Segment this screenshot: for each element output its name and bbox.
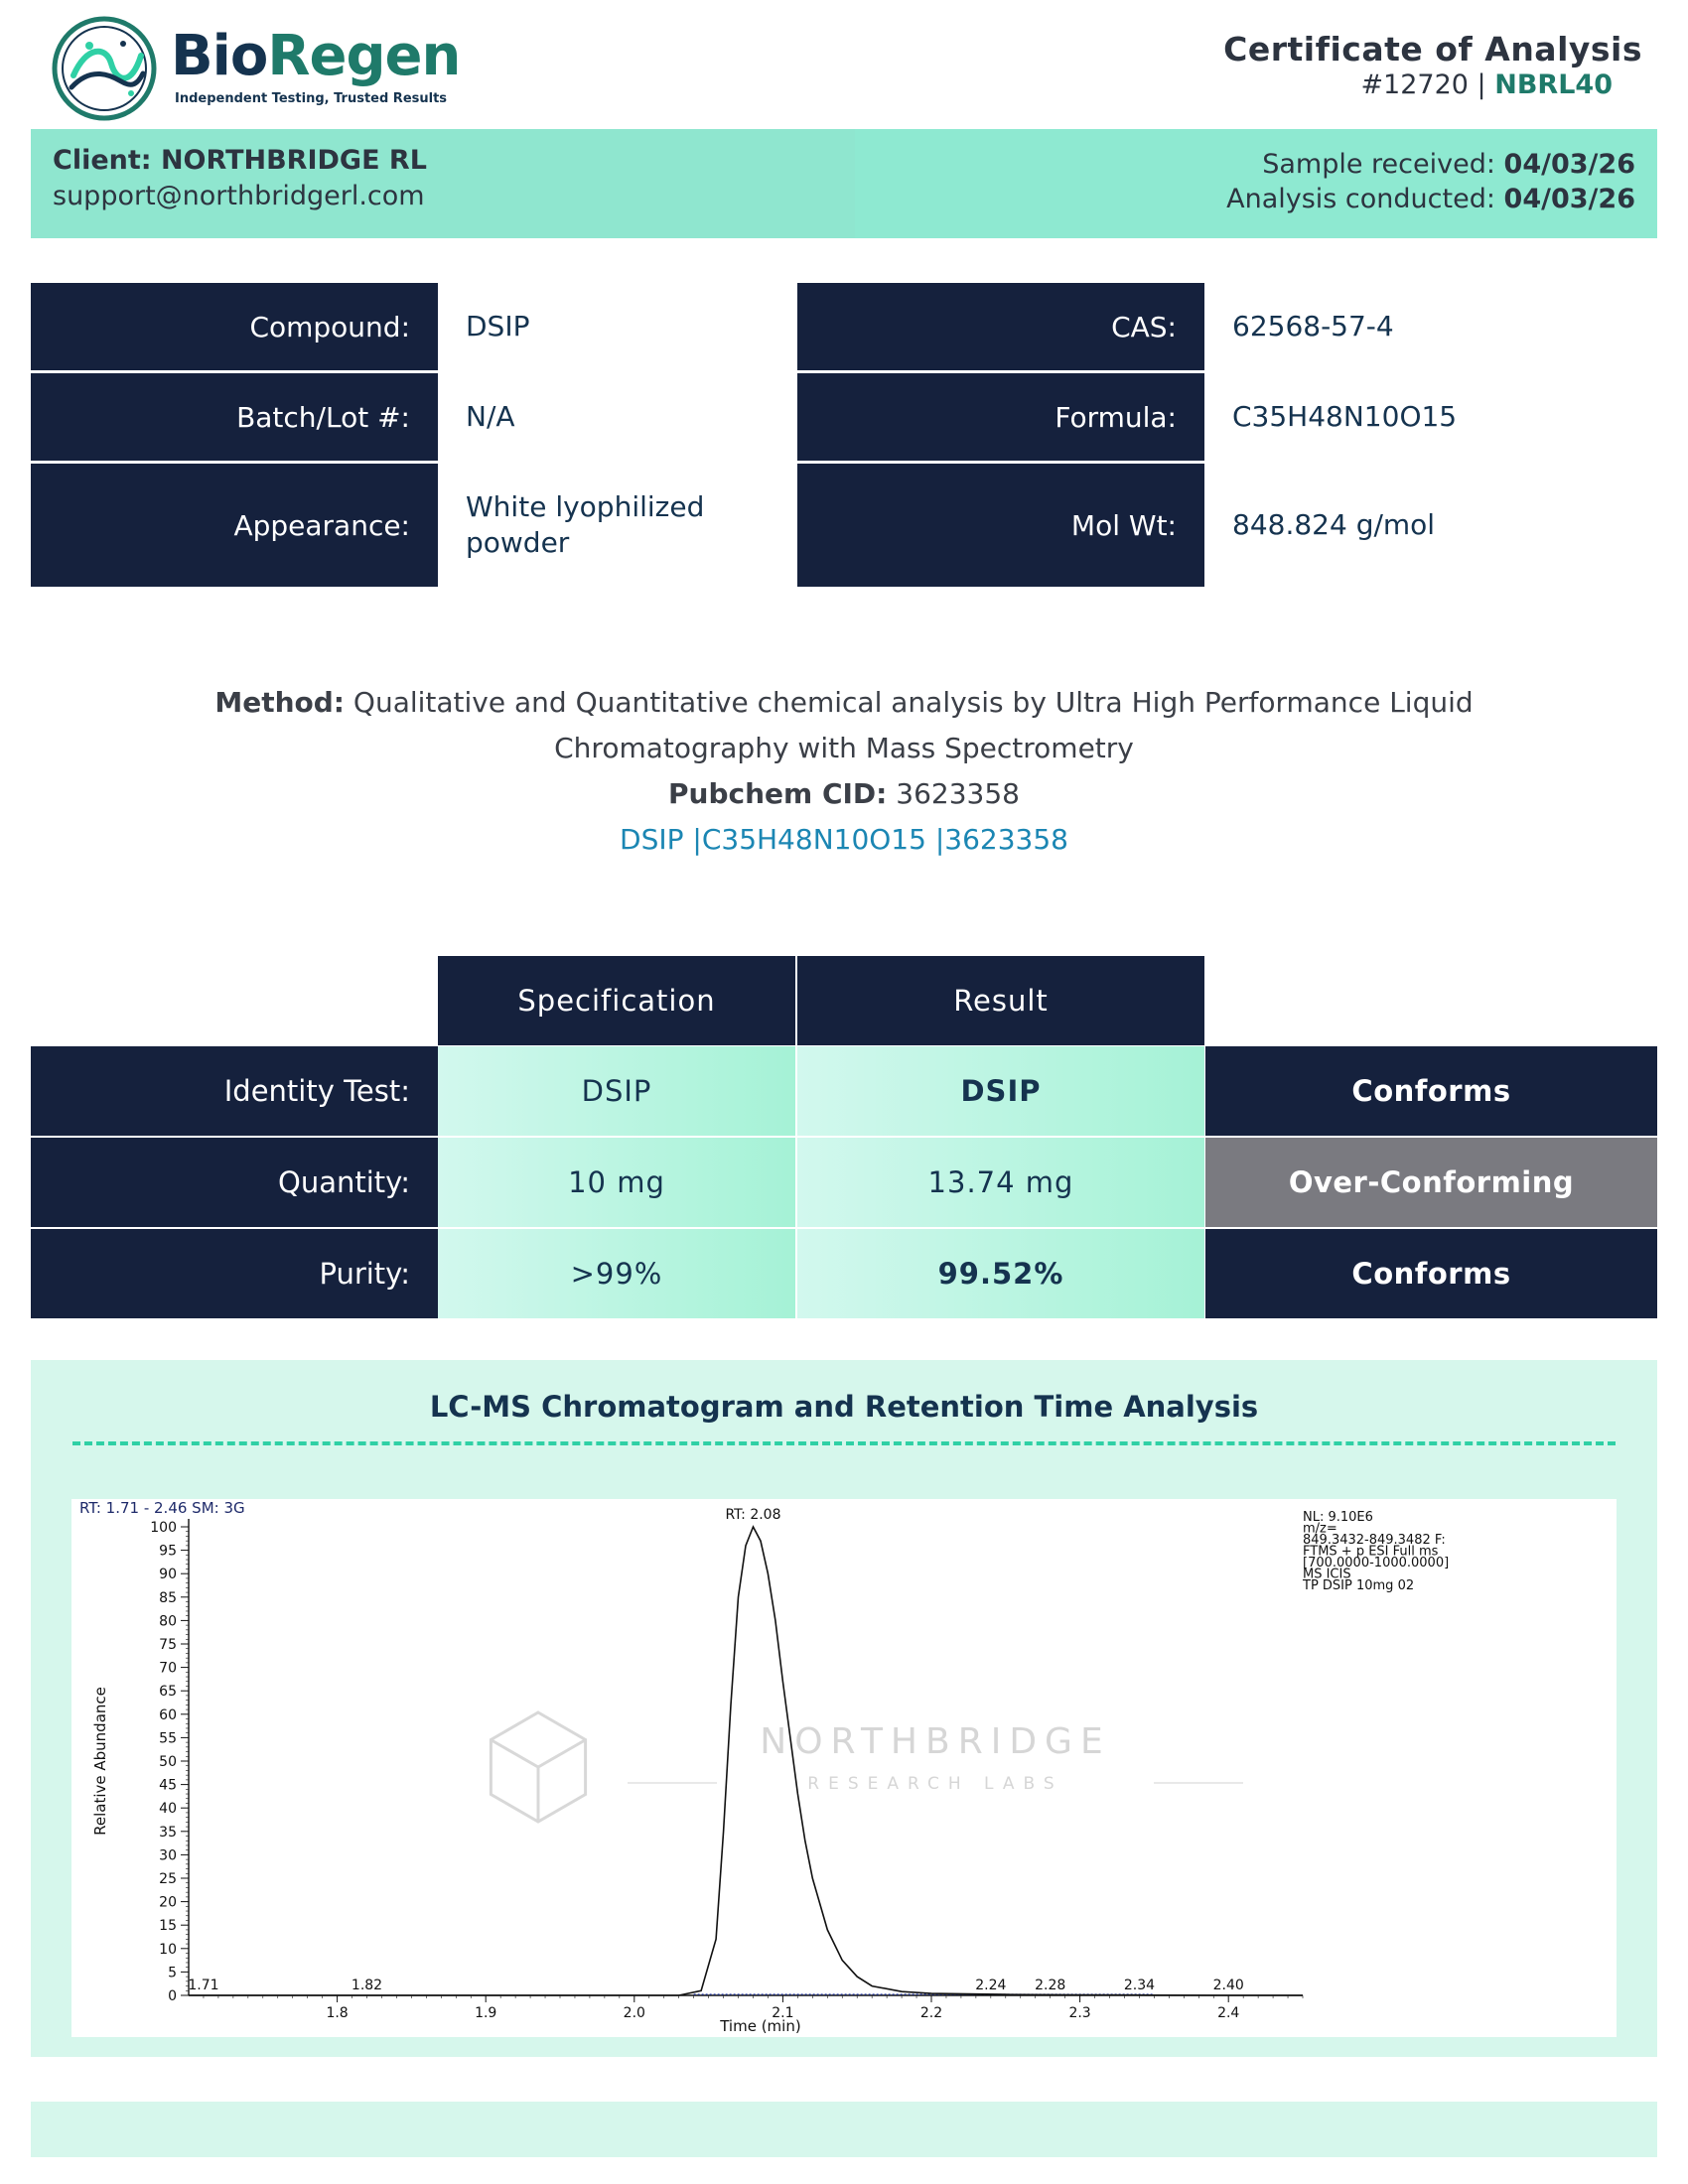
brand-logo: BioRegen Independent Testing, Trusted Re… — [52, 16, 518, 125]
x-tick-label: 2.2 — [920, 2005, 942, 2021]
peak-annotation: 2.24 — [975, 1978, 1006, 1993]
certificate-number: #12720 | NBRL40 — [1360, 69, 1613, 100]
method-line-2: Chromatography with Mass Spectrometry — [554, 732, 1134, 764]
analysis-conducted: Analysis conducted: 04/03/26 — [1226, 184, 1635, 214]
appearance-label: Appearance: — [31, 464, 438, 587]
y-tick-label: 60 — [159, 1707, 177, 1723]
client-name: Client: NORTHBRIDGE RL — [53, 145, 427, 176]
purity-label: Purity: — [31, 1229, 438, 1318]
y-tick-label: 0 — [168, 1988, 177, 2004]
purity-spec: >99% — [438, 1229, 795, 1318]
formula-value: C35H48N10O15 — [1204, 373, 1651, 461]
purity-result: 99.52% — [797, 1229, 1204, 1318]
chromatogram-plot: NORTHBRIDGE RESEARCH LABS RT: 1.71 - 2.46 … — [71, 1499, 1617, 2037]
divider — [72, 1441, 1616, 1445]
x-tick-label: 2.4 — [1217, 2005, 1239, 2021]
x-tick-label: 2.0 — [624, 2005, 645, 2021]
identity-spec: DSIP — [438, 1046, 795, 1136]
y-tick-label: 90 — [159, 1567, 177, 1582]
chart-info-line: 849.3432-849.3482 F: — [1303, 1533, 1446, 1548]
identity-status: Conforms — [1205, 1046, 1657, 1136]
molwt-label: Mol Wt: — [797, 464, 1204, 587]
biorgen-logo-icon — [52, 16, 157, 121]
client-band: Client: NORTHBRIDGE RL support@northbrid… — [31, 129, 1657, 238]
client-email: support@northbridgerl.com — [53, 181, 425, 211]
y-tick-label: 100 — [150, 1520, 177, 1536]
watermark-title: NORTHBRIDGE — [760, 1721, 1110, 1762]
brand-tagline: Independent Testing, Trusted Results — [175, 91, 448, 106]
y-tick-label: 55 — [159, 1730, 177, 1746]
y-tick-label: 80 — [159, 1613, 177, 1629]
chart-info-line: MS ICIS — [1303, 1568, 1351, 1582]
peak-label: RT: 2.08 — [725, 1507, 780, 1523]
watermark-subtitle: RESEARCH LABS — [807, 1774, 1062, 1794]
y-tick-label: 85 — [159, 1590, 177, 1606]
peak-annotation: 1.71 — [188, 1978, 218, 1993]
y-tick-label: 15 — [159, 1918, 177, 1934]
appearance-value: White lyophilized powder — [438, 464, 766, 587]
y-tick-label: 45 — [159, 1778, 177, 1794]
result-header: Result — [797, 956, 1204, 1045]
batch-value: N/A — [438, 373, 795, 461]
chart-info-line: m/z= — [1303, 1522, 1337, 1537]
x-tick-label: 2.3 — [1068, 2005, 1090, 2021]
compound-value: DSIP — [438, 283, 795, 370]
y-tick-label: 65 — [159, 1684, 177, 1700]
peak-annotation: 2.28 — [1035, 1978, 1065, 1993]
method-section: Method: Qualitative and Quantitative che… — [99, 680, 1589, 863]
chart-header-left: RT: 1.71 - 2.46 SM: 3G — [79, 1499, 245, 1517]
y-tick-label: 30 — [159, 1847, 177, 1863]
identity-result: DSIP — [797, 1046, 1204, 1136]
chromatogram-trace — [189, 1525, 1303, 1996]
quantity-result: 13.74 mg — [797, 1138, 1204, 1227]
purity-status: Conforms — [1205, 1229, 1657, 1318]
cube-edge — [491, 1738, 586, 1769]
cas-value: 62568-57-4 — [1204, 283, 1651, 370]
y-tick-label: 10 — [159, 1942, 177, 1958]
chart-info-line: NL: 9.10E6 — [1303, 1510, 1373, 1525]
peak-annotation: 2.40 — [1213, 1978, 1244, 1993]
y-tick-label: 70 — [159, 1661, 177, 1677]
cas-label: CAS: — [797, 283, 1204, 370]
x-tick-label: 2.1 — [772, 2005, 793, 2021]
brand-name: BioRegen — [171, 24, 461, 88]
peak-annotation: 1.82 — [352, 1978, 382, 1993]
y-tick-label: 5 — [168, 1965, 177, 1980]
peak-annotation: 2.34 — [1124, 1978, 1155, 1993]
formula-label: Formula: — [797, 373, 1204, 461]
x-axis-label: Time (min) — [719, 2017, 800, 2035]
y-tick-label: 95 — [159, 1544, 177, 1560]
pubchem-link[interactable]: DSIP |C35H48N10O15 |3623358 — [620, 823, 1068, 856]
header: BioRegen Independent Testing, Trusted Re… — [0, 0, 1688, 129]
chromatogram-chart: NORTHBRIDGE RESEARCH LABS RT: 1.71 - 2.46 … — [79, 1499, 1449, 2035]
sample-received: Sample received: 04/03/26 — [1262, 149, 1635, 180]
chromatogram-panel: LC-MS Chromatogram and Retention Time An… — [31, 1360, 1657, 2057]
identity-test-label: Identity Test: — [31, 1046, 438, 1136]
method-line-1: Method: Qualitative and Quantitative che… — [214, 686, 1474, 719]
footer-band — [31, 2102, 1657, 2157]
y-tick-label: 25 — [159, 1871, 177, 1887]
quantity-label: Quantity: — [31, 1138, 438, 1227]
chromatogram-title: LC-MS Chromatogram and Retention Time An… — [429, 1390, 1259, 1424]
y-tick-label: 20 — [159, 1895, 177, 1911]
chart-info-line: [700.0000-1000.0000] — [1303, 1556, 1449, 1570]
y-tick-label: 75 — [159, 1637, 177, 1653]
molwt-value: 848.824 g/mol — [1204, 464, 1651, 587]
compound-label: Compound: — [31, 283, 438, 370]
pubchem-line: Pubchem CID: 3623358 — [668, 777, 1020, 810]
quantity-spec: 10 mg — [438, 1138, 795, 1227]
certificate-title: Certificate of Analysis — [1223, 30, 1642, 68]
batch-label: Batch/Lot #: — [31, 373, 438, 461]
y-tick-label: 50 — [159, 1754, 177, 1770]
specification-header: Specification — [438, 956, 795, 1045]
chart-info-line: FTMS + p ESI Full ms — [1303, 1545, 1439, 1560]
chart-info-line: TP DSIP 10mg 02 — [1302, 1578, 1414, 1593]
y-axis-label: Relative Abundance — [91, 1687, 109, 1836]
y-tick-label: 35 — [159, 1825, 177, 1841]
x-tick-label: 1.8 — [326, 2005, 348, 2021]
x-tick-label: 1.9 — [475, 2005, 496, 2021]
y-tick-label: 40 — [159, 1801, 177, 1817]
quantity-status: Over-Conforming — [1205, 1138, 1657, 1227]
